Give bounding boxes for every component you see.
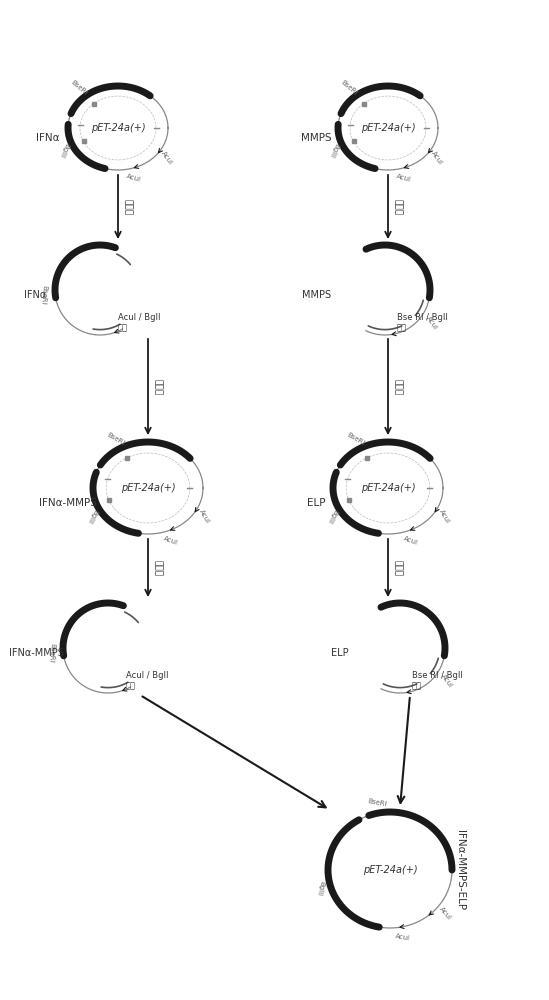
Text: MMPS: MMPS	[302, 290, 332, 300]
Text: AcuI: AcuI	[402, 535, 418, 546]
Text: AcuI: AcuI	[430, 150, 444, 166]
Text: BseRI: BseRI	[346, 432, 366, 447]
Text: BseRI: BseRI	[367, 798, 388, 808]
Text: BseRI: BseRI	[340, 80, 359, 97]
Text: AcuI: AcuI	[438, 508, 451, 524]
Text: 双酶切: 双酶切	[393, 560, 402, 576]
Text: AcuI: AcuI	[438, 906, 452, 921]
Text: AcuI: AcuI	[395, 933, 411, 941]
Text: BglII: BglII	[326, 508, 338, 524]
Text: AcuI / BgII: AcuI / BgII	[126, 672, 169, 680]
Text: BglII: BglII	[85, 508, 98, 524]
Text: AcuI: AcuI	[198, 508, 211, 524]
Text: BglII: BglII	[328, 142, 339, 158]
Text: 双酶切: 双酶切	[153, 560, 162, 576]
Text: IFNα: IFNα	[24, 290, 46, 300]
Text: pET-24a(+): pET-24a(+)	[361, 123, 415, 133]
Text: BseRI: BseRI	[47, 643, 55, 663]
Text: IFNα: IFNα	[36, 133, 60, 143]
Text: MMPS: MMPS	[301, 133, 331, 143]
Text: Bse RI / BgII: Bse RI / BgII	[412, 672, 463, 680]
Text: 双酶切: 双酶切	[123, 199, 132, 215]
Text: BglII: BglII	[316, 880, 326, 896]
Text: 酶切: 酶切	[397, 324, 407, 332]
Text: IFNα-MMPS-ELP: IFNα-MMPS-ELP	[455, 830, 465, 910]
Text: AcuI: AcuI	[425, 315, 439, 331]
Text: 酶切: 酶切	[126, 682, 136, 690]
Text: pET-24a(+): pET-24a(+)	[121, 483, 175, 493]
Text: BseRI: BseRI	[105, 432, 125, 447]
Text: Bse RI / BgII: Bse RI / BgII	[397, 314, 448, 322]
Text: pET-24a(+): pET-24a(+)	[363, 865, 417, 875]
Text: 双酶切: 双酶切	[153, 379, 162, 395]
Text: AcuI: AcuI	[162, 535, 178, 546]
Text: 双酶切: 双酶切	[393, 379, 402, 395]
Text: pET-24a(+): pET-24a(+)	[91, 123, 145, 133]
Text: ELP: ELP	[307, 498, 325, 508]
Text: AcuI: AcuI	[160, 150, 174, 166]
Text: ELP: ELP	[331, 648, 349, 658]
Text: AcuI: AcuI	[440, 673, 453, 689]
Text: BseRI: BseRI	[70, 80, 89, 97]
Text: 双酶切: 双酶切	[393, 199, 402, 215]
Text: AcuI: AcuI	[395, 173, 412, 183]
Text: AcuI / BgII: AcuI / BgII	[118, 314, 160, 322]
Text: 酶切: 酶切	[118, 324, 128, 332]
Text: BseRI: BseRI	[40, 285, 47, 305]
Text: AcuI: AcuI	[126, 173, 142, 183]
Text: BglII: BglII	[58, 142, 70, 158]
Text: pET-24a(+): pET-24a(+)	[361, 483, 415, 493]
Text: IFNα-MMPS: IFNα-MMPS	[39, 498, 97, 508]
Text: 酶切: 酶切	[412, 682, 422, 690]
Text: IFNα-MMPS: IFNα-MMPS	[9, 648, 64, 658]
